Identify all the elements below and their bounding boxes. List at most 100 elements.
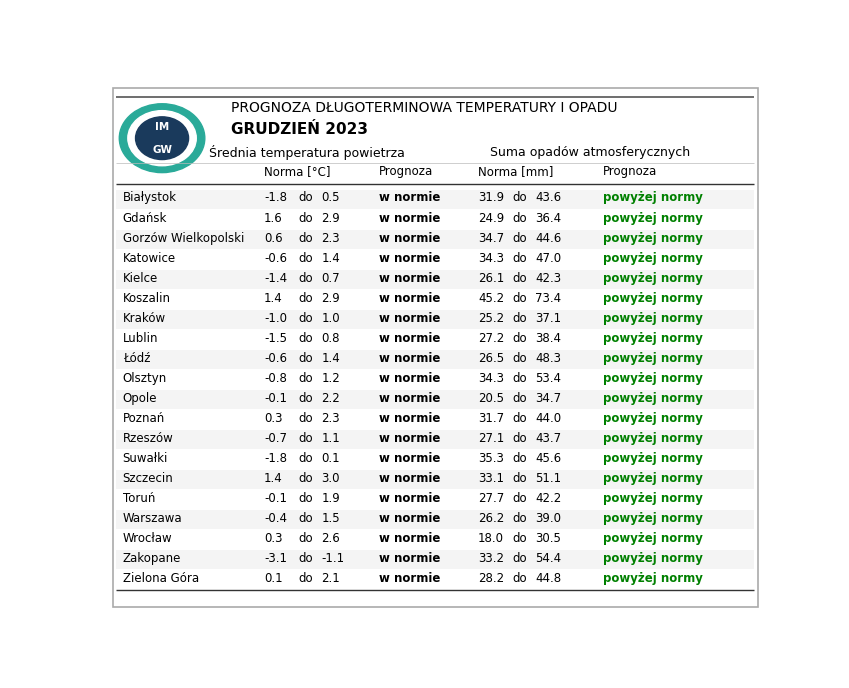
Text: do: do [298,532,313,545]
Text: 0.3: 0.3 [264,412,283,424]
Text: powyżej normy: powyżej normy [603,412,703,424]
Text: 0.1: 0.1 [321,452,340,465]
Text: do: do [298,412,313,424]
Text: IM: IM [155,122,169,131]
Text: 34.3: 34.3 [478,252,503,265]
Text: Średnia temperatura powietrza: Średnia temperatura powietrza [209,145,405,160]
Text: do: do [298,332,313,345]
FancyBboxPatch shape [116,550,754,569]
Text: w normie: w normie [380,272,441,285]
Circle shape [119,104,205,173]
Text: do: do [298,292,313,305]
Text: do: do [298,472,313,485]
Text: 45.2: 45.2 [478,292,504,305]
Text: do: do [512,352,526,365]
Text: do: do [298,492,313,505]
Text: powyżej normy: powyżej normy [603,432,703,445]
Circle shape [136,117,188,160]
Text: powyżej normy: powyżej normy [603,332,703,345]
Text: do: do [512,472,526,485]
Text: w normie: w normie [380,292,441,305]
Text: Norma [mm]: Norma [mm] [478,165,554,178]
Text: Kraków: Kraków [122,312,166,325]
Text: -0.6: -0.6 [264,252,287,265]
Text: Prognoza: Prognoza [603,165,657,178]
Text: 1.4: 1.4 [321,352,340,365]
Text: Kielce: Kielce [122,272,158,285]
Text: 31.9: 31.9 [478,191,504,204]
Text: 33.1: 33.1 [478,472,503,485]
Text: powyżej normy: powyżej normy [603,252,703,265]
FancyBboxPatch shape [116,510,754,529]
FancyBboxPatch shape [116,310,754,329]
Text: do: do [298,232,313,244]
Text: 44.6: 44.6 [535,232,561,244]
Text: powyżej normy: powyżej normy [603,572,703,585]
Text: w normie: w normie [380,211,441,224]
Text: w normie: w normie [380,572,441,585]
Text: do: do [298,352,313,365]
Text: Poznań: Poznań [122,412,165,424]
FancyBboxPatch shape [116,430,754,449]
Text: w normie: w normie [380,352,441,365]
Text: 73.4: 73.4 [535,292,561,305]
Text: 1.4: 1.4 [264,472,283,485]
Text: do: do [512,332,526,345]
Text: 1.9: 1.9 [321,492,340,505]
FancyBboxPatch shape [116,230,754,248]
Text: 2.1: 2.1 [321,572,340,585]
Text: do: do [298,432,313,445]
Text: 0.8: 0.8 [321,332,340,345]
Text: w normie: w normie [380,312,441,325]
Text: w normie: w normie [380,252,441,265]
Text: 48.3: 48.3 [535,352,561,365]
Text: w normie: w normie [380,492,441,505]
Text: Prognoza: Prognoza [380,165,434,178]
Text: 34.7: 34.7 [535,391,561,405]
Text: -1.1: -1.1 [321,552,345,565]
Text: 24.9: 24.9 [478,211,504,224]
Text: -0.7: -0.7 [264,432,287,445]
Text: 27.7: 27.7 [478,492,504,505]
Text: do: do [512,232,526,244]
Text: 0.3: 0.3 [264,532,283,545]
Text: 26.1: 26.1 [478,272,504,285]
Text: powyżej normy: powyżej normy [603,512,703,525]
Circle shape [128,111,196,166]
Text: -1.0: -1.0 [264,312,287,325]
Text: 28.2: 28.2 [478,572,504,585]
Text: do: do [512,512,526,525]
Text: 45.6: 45.6 [535,452,561,465]
Text: w normie: w normie [380,432,441,445]
Text: do: do [298,552,313,565]
Text: 1.6: 1.6 [264,211,283,224]
Text: 34.7: 34.7 [478,232,504,244]
Text: Norma [°C]: Norma [°C] [264,165,330,178]
Text: Wrocław: Wrocław [122,532,172,545]
Text: 42.2: 42.2 [535,492,561,505]
Text: do: do [298,372,313,385]
Text: powyżej normy: powyżej normy [603,232,703,244]
Text: do: do [298,312,313,325]
Text: 27.2: 27.2 [478,332,504,345]
Text: do: do [512,492,526,505]
Text: do: do [512,432,526,445]
Text: do: do [512,292,526,305]
Text: 44.8: 44.8 [535,572,561,585]
FancyBboxPatch shape [116,350,754,369]
Text: -0.4: -0.4 [264,512,287,525]
Text: do: do [512,312,526,325]
Text: 35.3: 35.3 [478,452,503,465]
Text: powyżej normy: powyżej normy [603,211,703,224]
Text: Katowice: Katowice [122,252,176,265]
FancyBboxPatch shape [116,470,754,489]
Text: 2.3: 2.3 [321,412,340,424]
Text: w normie: w normie [380,412,441,424]
Text: 27.1: 27.1 [478,432,504,445]
Text: do: do [512,552,526,565]
Text: Gdańsk: Gdańsk [122,211,167,224]
Text: -1.8: -1.8 [264,452,287,465]
Text: 0.7: 0.7 [321,272,340,285]
Text: w normie: w normie [380,452,441,465]
Text: Zielona Góra: Zielona Góra [122,572,199,585]
